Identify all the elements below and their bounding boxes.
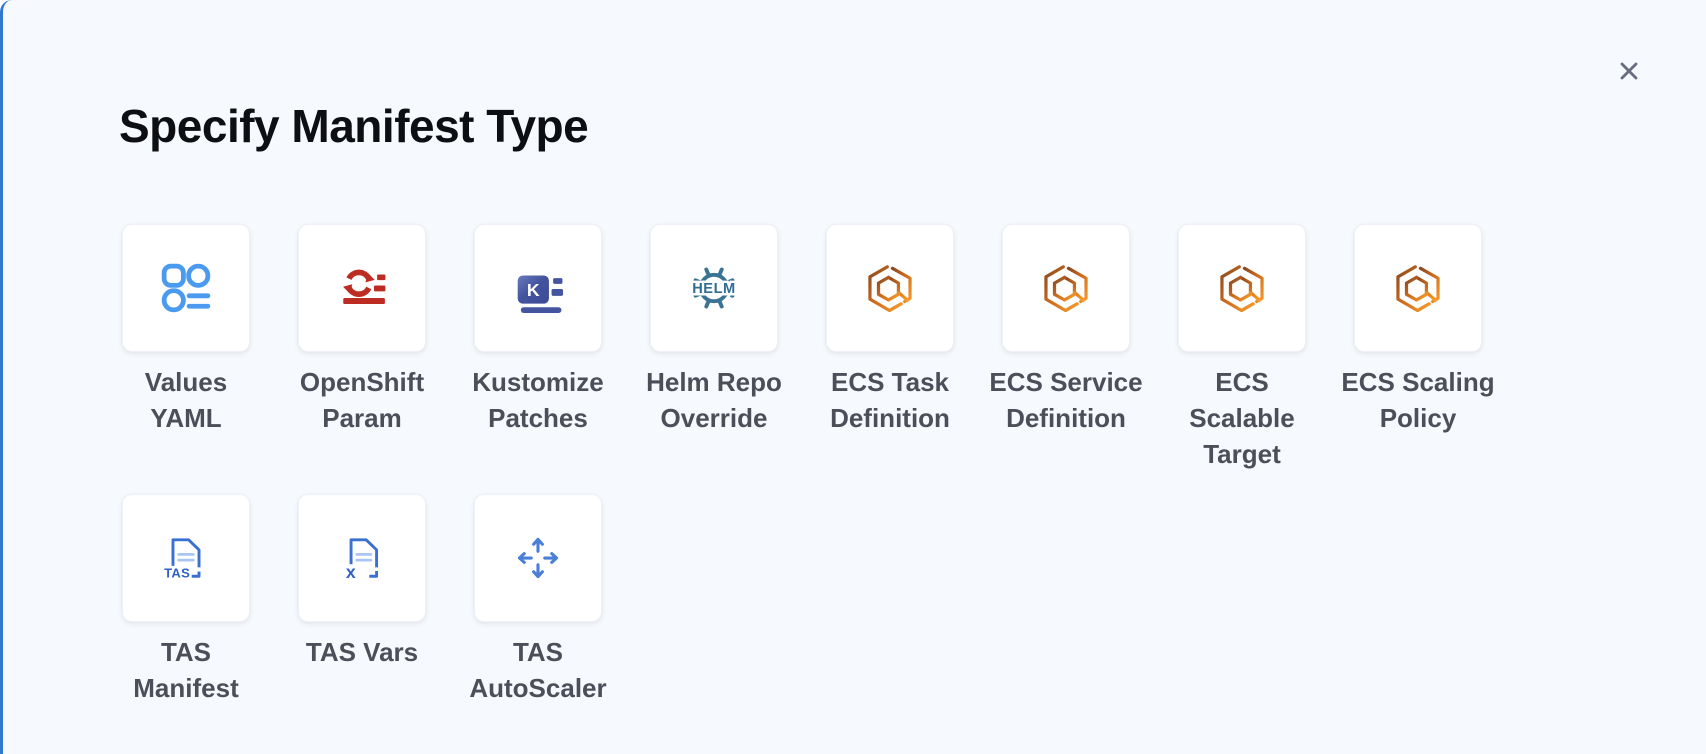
values-yaml-icon	[161, 263, 211, 313]
tas-manifest-card[interactable]: TAS	[122, 494, 250, 622]
tas-text: TAS	[164, 565, 190, 580]
tas-vars-icon: x	[337, 533, 387, 583]
ecs-hexagon-icon	[1216, 262, 1268, 314]
tas-manifest-icon: TAS	[161, 533, 211, 583]
close-icon	[1620, 62, 1638, 80]
x-letter: x	[346, 562, 356, 582]
openshift-param-icon	[337, 263, 387, 313]
manifest-type-label: OpenShift Param	[299, 367, 425, 433]
manifest-type-label: TAS AutoScaler	[469, 637, 607, 703]
manifest-type-tas-manifest: TAS TAS Manifest	[122, 494, 250, 706]
modal-title: Specify Manifest Type	[119, 100, 589, 152]
manifest-type-label: Kustomize Patches	[472, 367, 604, 433]
close-button[interactable]	[1612, 54, 1646, 88]
ecs-service-definition-card[interactable]	[1002, 224, 1130, 352]
ecs-scaling-policy-card[interactable]	[1354, 224, 1482, 352]
manifest-type-label: TAS Vars	[305, 637, 419, 667]
manifest-type-ecs-scaling-policy: ECS Scaling Policy	[1341, 224, 1495, 436]
manifest-type-label: ECS Service Definition	[989, 367, 1143, 433]
manifest-type-openshift-param: OpenShift Param	[298, 224, 426, 436]
helm-repo-override-card[interactable]: HELM	[650, 224, 778, 352]
values-yaml-card[interactable]	[122, 224, 250, 352]
manifest-type-ecs-scalable-target: ECS Scalable Target	[1178, 224, 1306, 472]
manifest-type-tas-vars: x TAS Vars	[298, 494, 426, 670]
manifest-type-tas-autoscaler: TAS AutoScaler	[469, 494, 607, 706]
ecs-hexagon-icon	[864, 262, 916, 314]
manifest-type-grid-row-2: TAS TAS Manifest x TAS Vars TAS AutoScal…	[3, 494, 1706, 706]
kustomize-k-letter: K	[527, 280, 540, 300]
ecs-hexagon-icon	[1040, 262, 1092, 314]
manifest-type-values-yaml: Values YAML	[122, 224, 250, 436]
ecs-hexagon-icon	[1392, 262, 1444, 314]
tas-autoscaler-card[interactable]	[474, 494, 602, 622]
manifest-type-label: ECS Scalable Target	[1189, 367, 1295, 469]
manifest-type-label: Helm Repo Override	[646, 367, 782, 433]
ecs-scalable-target-card[interactable]	[1178, 224, 1306, 352]
manifest-type-helm-repo-override: HELM Helm Repo Override	[646, 224, 782, 436]
tas-autoscaler-icon	[513, 533, 563, 583]
manifest-type-ecs-service-definition: ECS Service Definition	[989, 224, 1143, 436]
manifest-type-label: TAS Manifest	[133, 637, 239, 703]
kustomize-patches-card[interactable]: K	[474, 224, 602, 352]
manifest-type-kustomize-patches: K Kustomize Patches	[472, 224, 604, 436]
manifest-type-label: ECS Task Definition	[830, 367, 950, 433]
helm-wordmark: HELM	[692, 281, 736, 297]
tas-vars-card[interactable]: x	[298, 494, 426, 622]
helm-repo-override-icon: HELM	[688, 262, 740, 314]
manifest-type-label: ECS Scaling Policy	[1341, 367, 1495, 433]
ecs-task-definition-card[interactable]	[826, 224, 954, 352]
openshift-param-card[interactable]	[298, 224, 426, 352]
kustomize-patches-icon: K	[513, 263, 563, 313]
manifest-type-grid-row-1: Values YAML OpenShift Param K Kustomize …	[3, 224, 1706, 472]
manifest-type-ecs-task-definition: ECS Task Definition	[826, 224, 954, 436]
manifest-type-label: Values YAML	[144, 367, 228, 433]
